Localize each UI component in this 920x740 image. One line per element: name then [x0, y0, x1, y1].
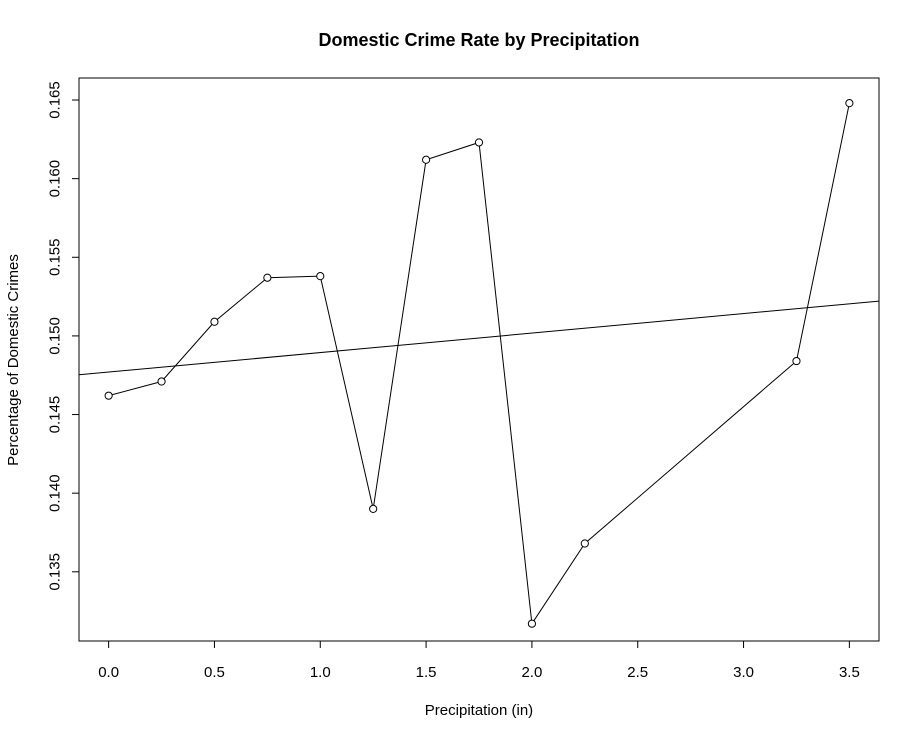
data-point [527, 619, 537, 628]
y-tick-label: 0.155 [47, 239, 64, 277]
data-point [580, 539, 589, 548]
data-point [104, 391, 113, 400]
x-axis-label: Precipitation (in) [425, 702, 533, 719]
y-tick-label: 0.145 [47, 396, 64, 434]
x-tick-label: 0.5 [204, 664, 225, 681]
y-tick-label: 0.160 [47, 160, 64, 198]
chart-title: Domestic Crime Rate by Precipitation [318, 30, 639, 50]
data-point [316, 272, 325, 281]
x-tick-label: 2.5 [627, 664, 648, 681]
data-point [210, 317, 219, 326]
y-axis-label: Percentage of Domestic Crimes [5, 254, 22, 466]
data-point [263, 273, 272, 282]
trend-line [79, 300, 879, 376]
y-tick-label: 0.140 [47, 474, 64, 512]
plot-content [79, 99, 879, 628]
x-tick-label: 3.0 [733, 664, 754, 681]
data-point [845, 99, 854, 108]
data-point [157, 377, 166, 386]
series-line [108, 103, 850, 626]
y-tick-label: 0.135 [47, 553, 64, 591]
data-point [792, 356, 801, 366]
x-tick-label: 0.0 [98, 664, 119, 681]
y-tick-label: 0.150 [47, 317, 64, 355]
data-point [474, 138, 484, 147]
x-tick-label: 3.5 [839, 664, 860, 681]
y-tick-label: 0.165 [47, 81, 64, 119]
plot-area-frame [78, 77, 880, 642]
x-tick-label: 1.5 [416, 664, 437, 681]
data-point [369, 504, 378, 513]
x-tick-label: 2.0 [521, 664, 542, 681]
data-point [421, 155, 431, 164]
x-tick-label: 1.0 [310, 664, 331, 681]
x-axis: 0.0 0.5 1.0 1.5 2.0 2.5 3.0 3.5 [98, 640, 860, 681]
y-axis: 0.135 0.140 0.145 0.150 0.155 0.160 0.165 [47, 81, 80, 591]
